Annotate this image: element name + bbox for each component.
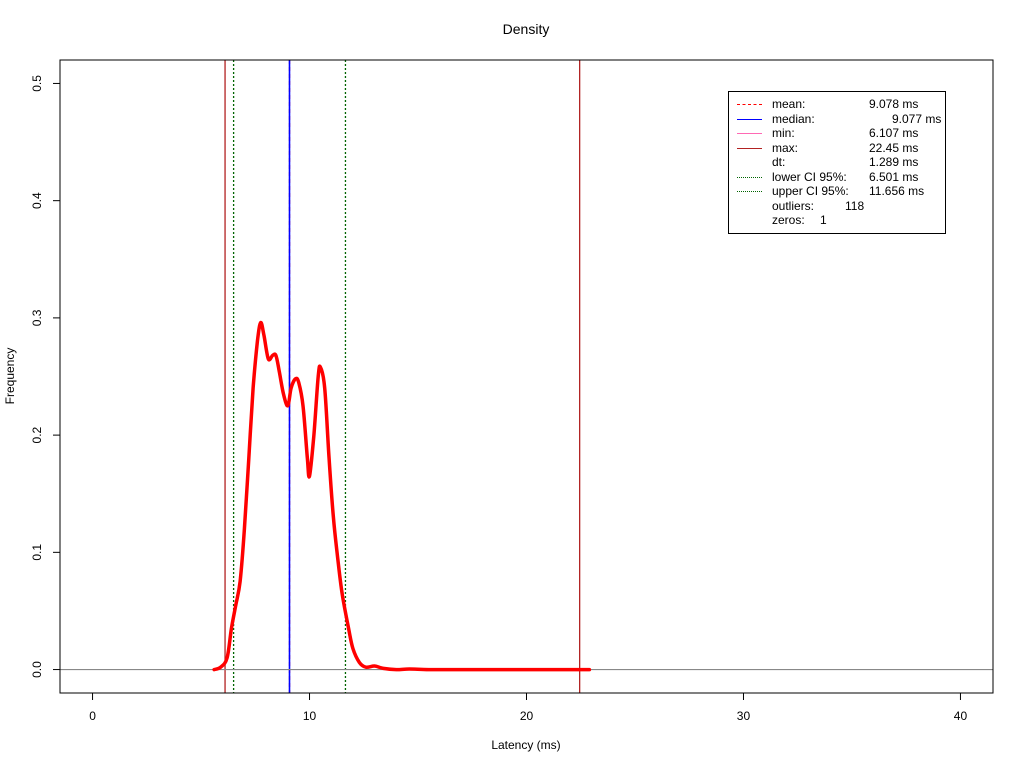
legend-label: outliers: <box>772 198 815 213</box>
legend-label: min: <box>772 126 795 140</box>
legend-label: zeros: <box>772 213 805 227</box>
legend-item: median: 9.077 ms <box>729 112 945 126</box>
y-tick-label: 0.5 <box>30 75 44 92</box>
legend-label: upper CI 95%: <box>772 184 849 198</box>
legend-value: 1.289 ms <box>869 155 919 169</box>
x-tick-label: 20 <box>520 709 534 723</box>
legend-item: outliers: 118 <box>729 199 945 213</box>
y-tick-label: 0.0 <box>30 661 44 678</box>
y-tick-label: 0.3 <box>30 309 44 326</box>
legend-item: upper CI 95%: 11.656 ms <box>729 184 945 198</box>
legend: mean: 9.078 ms median: 9.077 ms min: 6.107 ms… <box>728 91 946 234</box>
x-tick-label: 10 <box>303 709 317 723</box>
legend-label: mean: <box>772 97 806 111</box>
legend-swatch <box>737 133 762 134</box>
legend-label: dt: <box>772 155 786 169</box>
legend-swatch <box>737 147 762 149</box>
legend-item: mean: 9.078 ms <box>729 97 945 111</box>
legend-swatch <box>737 191 762 192</box>
density-line-0 <box>212 320 592 672</box>
legend-swatch <box>737 176 762 178</box>
reference-lines <box>224 60 581 693</box>
legend-label: max: <box>772 140 799 155</box>
legend-swatch <box>737 118 762 120</box>
legend-swatch <box>737 104 762 105</box>
x-axis-label: Latency (ms) <box>491 738 560 752</box>
legend-label: lower CI 95%: <box>772 169 847 184</box>
legend-item: min: 6.107 ms <box>729 126 945 140</box>
y-axis: 0.0 0.1 0.2 0.3 0.4 0.5 <box>30 75 61 678</box>
legend-value: 9.078 ms <box>869 97 919 111</box>
legend-value: 9.077 ms <box>892 111 942 126</box>
legend-item: max: 22.45 ms <box>729 141 945 155</box>
legend-item: zeros: 1 <box>729 213 945 227</box>
chart-title: Density <box>503 21 550 37</box>
x-axis: 0 10 20 30 40 <box>89 692 968 723</box>
y-tick-label: 0.4 <box>30 192 44 209</box>
x-tick-label: 40 <box>954 709 968 723</box>
legend-value: 11.656 ms <box>869 184 925 198</box>
legend-value: 6.501 ms <box>869 169 919 184</box>
legend-value: 1 <box>820 213 827 227</box>
legend-value: 118 <box>845 198 865 213</box>
legend-item: dt: 1.289 ms <box>729 155 945 169</box>
density-curves <box>212 320 592 672</box>
y-tick-label: 0.1 <box>30 544 44 561</box>
legend-item: lower CI 95%: 6.501 ms <box>729 170 945 184</box>
legend-value: 22.45 ms <box>869 140 919 155</box>
legend-label: median: <box>772 111 815 126</box>
legend-value: 6.107 ms <box>869 126 919 140</box>
y-axis-label: Frequency <box>3 348 17 405</box>
x-tick-label: 0 <box>89 709 96 723</box>
x-tick-label: 30 <box>737 709 751 723</box>
y-tick-label: 0.2 <box>30 426 44 443</box>
